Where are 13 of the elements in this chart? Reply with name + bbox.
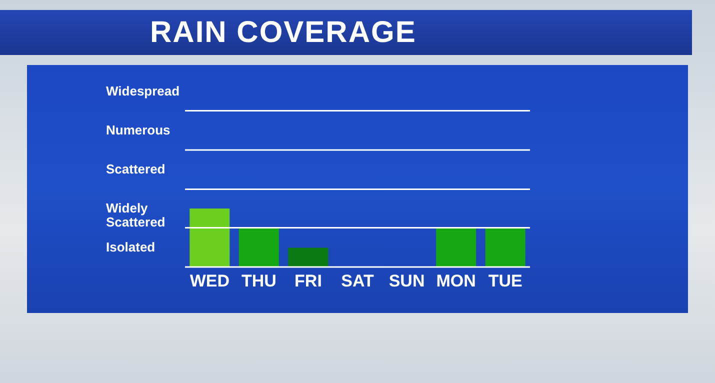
x-tick-label: FRI — [294, 272, 322, 290]
chart-title: RAIN COVERAGE — [150, 15, 416, 51]
text: Widely Scattered — [106, 200, 166, 230]
text: Widespread — [106, 84, 180, 98]
text: Numerous — [106, 122, 170, 138]
x-tick-label: MON — [436, 272, 476, 290]
text: Isolated — [106, 240, 156, 254]
x-tick-label: SUN — [388, 272, 425, 290]
x-tick-label: TUE — [488, 272, 522, 290]
text: Scattered — [106, 162, 166, 176]
x-tick-label: SAT — [341, 272, 374, 290]
x-tick-label: WED — [190, 272, 230, 290]
x-tick-label: THU — [241, 272, 276, 290]
